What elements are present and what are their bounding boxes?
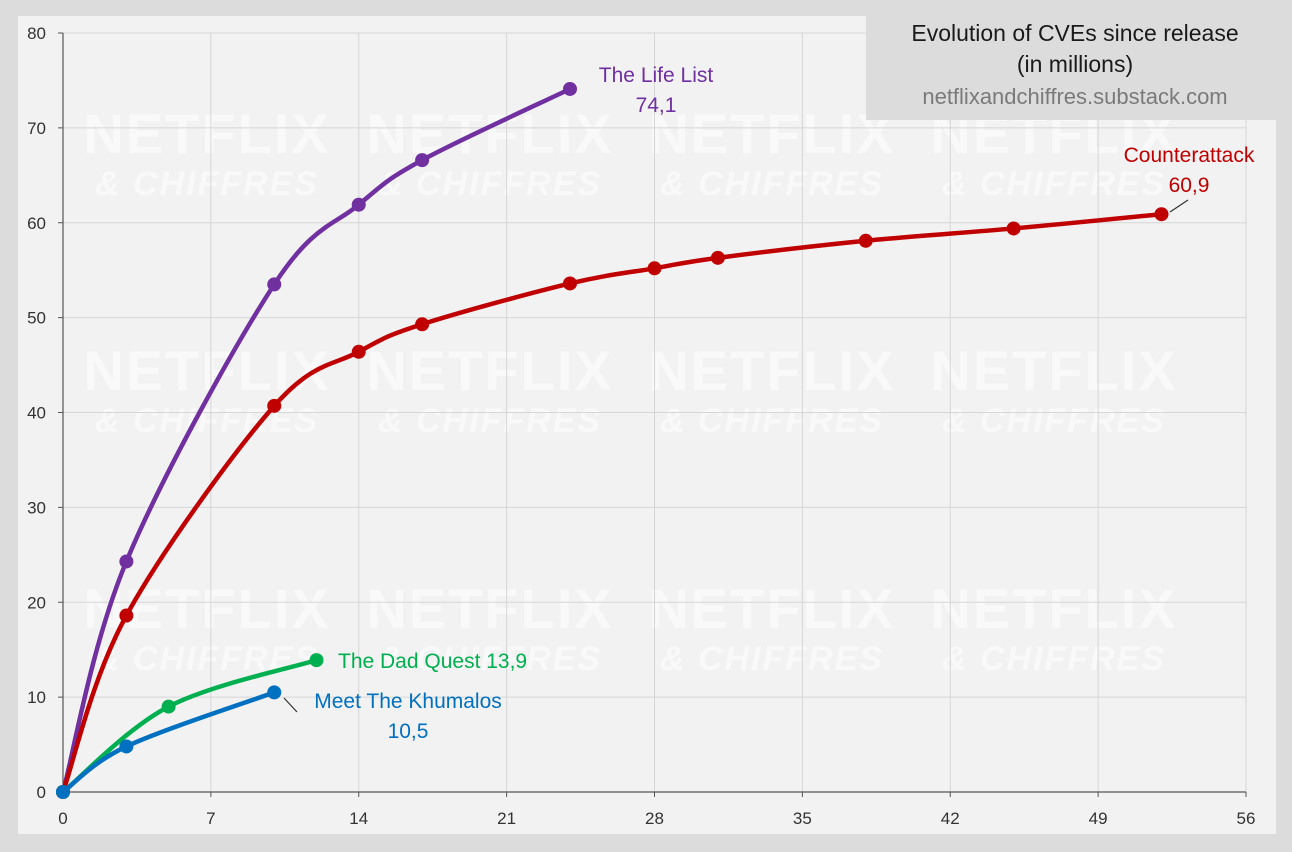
chart-title-line-2: (in millions)	[1017, 51, 1133, 77]
watermark-text-netflix: NETFLIX	[930, 339, 1177, 402]
x-tick-label: 35	[793, 809, 812, 828]
data-point-counterattack	[710, 250, 725, 265]
watermark-text-netflix: NETFLIX	[366, 339, 613, 402]
x-tick-label: 42	[941, 809, 960, 828]
data-point-counterattack	[267, 398, 282, 413]
series-name-counterattack: Counterattack	[1124, 144, 1255, 167]
watermark-text-netflix: NETFLIX	[83, 339, 330, 402]
x-tick-label: 49	[1089, 809, 1108, 828]
data-point-the-life-list	[267, 277, 282, 292]
data-point-meet-the-khumalos	[56, 785, 70, 799]
y-tick-label: 30	[27, 498, 46, 517]
data-point-the-life-list	[119, 554, 134, 569]
label-leader-line-counterattack	[1169, 199, 1189, 213]
x-tick-label: 7	[206, 809, 215, 828]
watermark-text-chiffres: & CHIFFRES	[95, 640, 319, 678]
chart-title-line-1: Evolution of CVEs since release	[911, 20, 1238, 46]
series-name-meet-the-khumalos: Meet The Khumalos	[314, 690, 502, 713]
y-tick-label: 50	[27, 309, 46, 328]
data-point-counterattack	[415, 317, 430, 332]
watermark-text-chiffres: & CHIFFRES	[660, 165, 884, 203]
watermark-text-chiffres: & CHIFFRES	[660, 640, 884, 678]
watermark-text-netflix: NETFLIX	[366, 577, 613, 640]
title-box-background	[866, 14, 1276, 120]
y-tick-label: 70	[27, 119, 46, 138]
chart-source: netflixandchiffres.substack.com	[922, 84, 1227, 109]
watermark-text-chiffres: & CHIFFRES	[942, 402, 1166, 440]
series-value-meet-the-khumalos: 10,5	[388, 720, 429, 743]
x-tick-label: 28	[645, 809, 664, 828]
series-label-counterattack: Counterattack 60,9	[1124, 144, 1255, 213]
watermark-text-netflix: NETFLIX	[83, 577, 330, 640]
series-label-the-dad-quest: The Dad Quest 13,9	[338, 650, 527, 673]
data-point-counterattack	[858, 233, 873, 248]
data-point-the-dad-quest	[309, 653, 324, 668]
watermark-text-netflix: NETFLIX	[83, 102, 330, 165]
axes: 0 10 20 30 40 50 60 70 80 0 7 14 21 28 35 42 49 56	[27, 24, 1255, 828]
data-point-counterattack	[351, 344, 366, 359]
watermark-text-chiffres: & CHIFFRES	[95, 165, 319, 203]
data-point-counterattack	[647, 261, 662, 276]
title-box: Evolution of CVEs since release (in mill…	[866, 14, 1276, 120]
y-tick-label: 20	[27, 593, 46, 612]
series-name-the-life-list: The Life List	[599, 64, 714, 87]
data-point-counterattack	[563, 276, 577, 291]
label-leader-line-meet-the-khumalos	[283, 697, 298, 713]
x-tick-label: 21	[497, 809, 516, 828]
x-tick-label: 0	[58, 809, 67, 828]
series-value-counterattack: 60,9	[1169, 174, 1210, 197]
y-tick-label: 60	[27, 214, 46, 233]
watermark-text-chiffres: & CHIFFRES	[378, 165, 602, 203]
series-label-the-life-list: The Life List 74,1	[599, 64, 714, 117]
watermark-text-chiffres: & CHIFFRES	[942, 640, 1166, 678]
series-value-the-life-list: 74,1	[636, 94, 677, 117]
data-point-counterattack	[119, 608, 134, 623]
x-tick-label: 14	[349, 809, 368, 828]
watermark-text-chiffres: & CHIFFRES	[95, 402, 319, 440]
watermark-text-netflix: NETFLIX	[648, 102, 895, 165]
series-name-the-dad-quest: The Dad Quest 13,9	[338, 650, 527, 673]
watermark-text-netflix: NETFLIX	[648, 339, 895, 402]
series-line-counterattack	[60, 211, 1164, 795]
data-point-the-life-list	[351, 197, 366, 212]
series-meet-the-khumalos	[56, 685, 282, 799]
data-point-counterattack	[1154, 207, 1169, 222]
y-tick-label: 10	[27, 688, 46, 707]
y-tick-label: 40	[27, 404, 46, 423]
watermark-text-chiffres: & CHIFFRES	[378, 402, 602, 440]
series-label-meet-the-khumalos: Meet The Khumalos 10,5	[283, 690, 502, 743]
data-point-meet-the-khumalos	[267, 685, 282, 700]
y-tick-label: 80	[27, 24, 46, 43]
data-point-the-dad-quest	[161, 699, 176, 714]
x-tick-label: 56	[1237, 809, 1256, 828]
data-point-counterattack	[1006, 221, 1021, 236]
series-lines	[56, 81, 1169, 799]
watermark-text-netflix: NETFLIX	[648, 577, 895, 640]
watermark-text-chiffres: & CHIFFRES	[942, 165, 1166, 203]
plot-area	[18, 16, 1276, 834]
data-point-the-life-list	[563, 81, 577, 96]
series-line-meet-the-khumalos	[60, 690, 277, 795]
y-tick-label: 0	[37, 783, 46, 802]
series-labels: The Life List 74,1 Counterattack 60,9 The Da…	[283, 64, 1255, 743]
data-point-meet-the-khumalos	[119, 739, 134, 754]
watermark-text-chiffres: & CHIFFRES	[660, 402, 884, 440]
watermark-text-netflix: NETFLIX	[366, 102, 613, 165]
watermark-text-netflix: NETFLIX	[930, 577, 1177, 640]
watermark-text-chiffres: & CHIFFRES	[378, 640, 602, 678]
data-point-the-life-list	[415, 153, 430, 168]
